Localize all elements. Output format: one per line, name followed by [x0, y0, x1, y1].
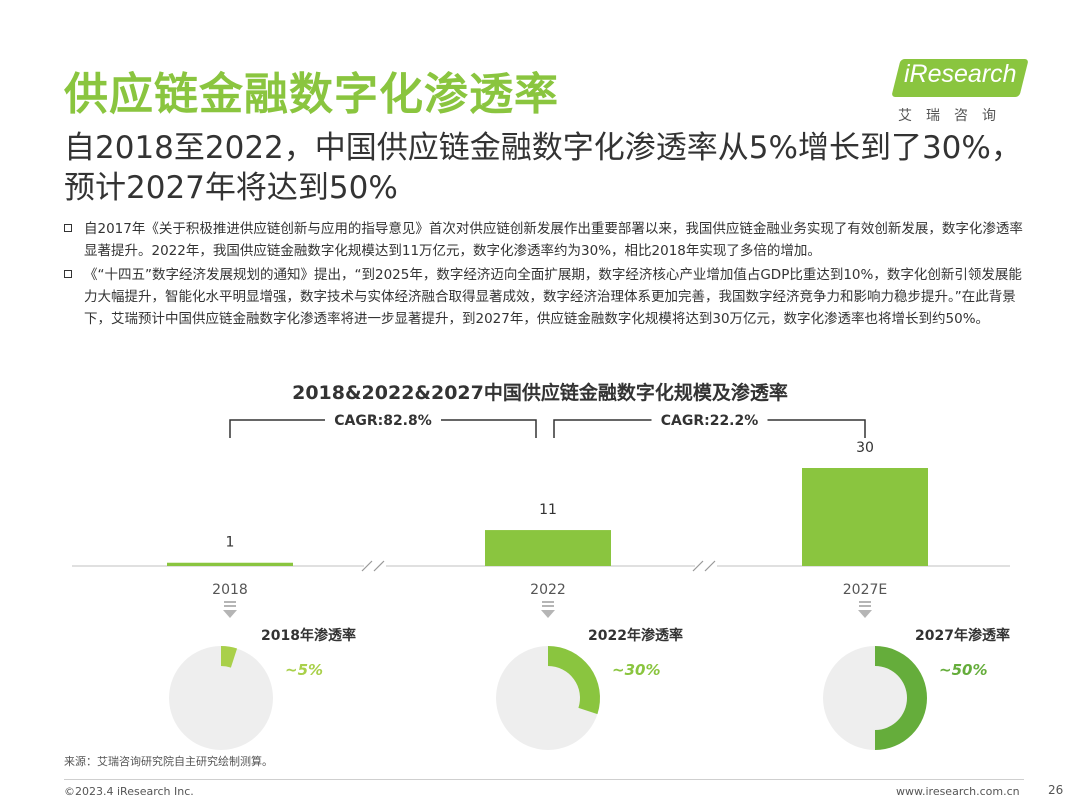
footer-divider [64, 779, 1024, 780]
cagr-label-bg [325, 408, 441, 432]
bullet-list: 自2017年《关于积极推进供应链创新与应用的指导意见》首次对供应链创新发展作出重… [64, 218, 1034, 332]
donut-slice [548, 646, 601, 715]
category-label: 2022 [530, 582, 566, 598]
page-subtitle: 自2018至2022，中国供应链金融数字化渗透率从5%增长到了30%，预计202… [64, 130, 1022, 206]
cagr-label: CAGR:22.2% [661, 413, 759, 429]
donut-slice [875, 646, 927, 750]
category-label: 2027E [843, 582, 887, 598]
bar [802, 468, 928, 566]
down-arrow-icon [541, 610, 555, 618]
logo-sub: 艾瑞咨询 [898, 108, 1010, 124]
category-label: 2018 [212, 582, 248, 598]
logo-brand: iResearch [904, 60, 1017, 88]
bar-value-label: 11 [539, 502, 557, 518]
bar-value-label: 1 [226, 535, 235, 551]
copyright-text: ©2023.4 iResearch Inc. [64, 785, 194, 798]
penetration-label: 2018年渗透率 [261, 627, 356, 644]
down-arrow-icon [223, 610, 237, 618]
square-bullet-icon [64, 224, 72, 232]
axis-break-mark [704, 560, 716, 572]
bullet-text: 自2017年《关于积极推进供应链创新与应用的指导意见》首次对供应链创新发展作出重… [84, 221, 1023, 259]
penetration-value: ~50% [939, 661, 987, 679]
chart-title: 2018&2022&2027中国供应链金融数字化规模及渗透率 [292, 382, 788, 404]
bullet-item: 《“十四五”数字经济发展规划的通知》提出，“到2025年，数字经济迈向全面扩展期… [64, 264, 1034, 330]
donut-slice [221, 646, 238, 668]
bar-value-label: 30 [856, 440, 874, 456]
website-text: www.iresearch.com.cn [896, 785, 1020, 798]
bullet-text: 《“十四五”数字经济发展规划的通知》提出，“到2025年，数字经济迈向全面扩展期… [84, 267, 1022, 327]
axis-break-mark [692, 560, 704, 572]
penetration-value: ~30% [612, 661, 660, 679]
bullet-item: 自2017年《关于积极推进供应链创新与应用的指导意见》首次对供应链创新发展作出重… [64, 218, 1034, 262]
donut-track [169, 646, 273, 750]
square-bullet-icon [64, 270, 72, 278]
page-title: 供应链金融数字化渗透率 [64, 69, 559, 120]
down-arrow-icon [858, 610, 872, 618]
penetration-value: ~5% [285, 661, 323, 679]
iresearch-logo: iResearch 艾瑞咨询 [890, 55, 1030, 125]
axis-break-mark [361, 560, 373, 572]
cagr-label: CAGR:82.8% [334, 413, 432, 429]
page-number: 26 [1048, 783, 1064, 797]
bar [485, 530, 611, 566]
source-note: 来源：艾瑞咨询研究院自主研究绘制测算。 [64, 755, 273, 768]
axis-break-mark [373, 560, 385, 572]
bar [167, 562, 293, 566]
cagr-label-bg [651, 408, 768, 432]
penetration-label: 2027年渗透率 [915, 627, 1010, 644]
penetration-label: 2022年渗透率 [588, 627, 683, 644]
